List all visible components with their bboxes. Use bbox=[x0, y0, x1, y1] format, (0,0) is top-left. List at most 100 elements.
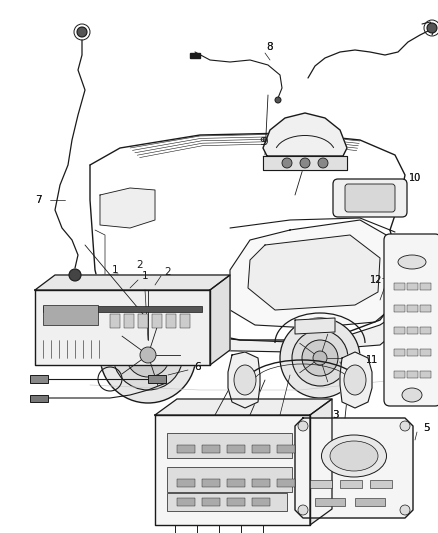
Bar bbox=[148, 375, 166, 383]
Bar bbox=[370, 480, 392, 488]
Polygon shape bbox=[340, 352, 372, 408]
Circle shape bbox=[400, 505, 410, 515]
Circle shape bbox=[282, 158, 292, 168]
Circle shape bbox=[69, 269, 81, 281]
Bar bbox=[407, 305, 418, 312]
Text: 11: 11 bbox=[366, 355, 378, 365]
Bar bbox=[315, 498, 345, 506]
Bar bbox=[227, 445, 245, 453]
Polygon shape bbox=[35, 275, 230, 290]
Polygon shape bbox=[263, 156, 347, 170]
Text: 1: 1 bbox=[141, 271, 148, 281]
Bar bbox=[407, 371, 418, 378]
Bar bbox=[177, 498, 195, 506]
Polygon shape bbox=[295, 318, 335, 334]
FancyBboxPatch shape bbox=[345, 184, 395, 212]
Circle shape bbox=[275, 97, 281, 103]
Bar bbox=[43, 306, 202, 312]
Polygon shape bbox=[310, 399, 332, 525]
Bar bbox=[138, 314, 148, 328]
Ellipse shape bbox=[234, 365, 256, 395]
Circle shape bbox=[300, 158, 310, 168]
Circle shape bbox=[427, 23, 437, 33]
Circle shape bbox=[140, 347, 156, 363]
Ellipse shape bbox=[321, 435, 386, 477]
Circle shape bbox=[126, 333, 170, 377]
Circle shape bbox=[400, 421, 410, 431]
Circle shape bbox=[313, 351, 327, 365]
Bar bbox=[202, 498, 220, 506]
Bar bbox=[177, 445, 195, 453]
Circle shape bbox=[292, 330, 348, 386]
Polygon shape bbox=[35, 290, 210, 365]
Bar bbox=[167, 433, 292, 458]
Bar bbox=[277, 479, 295, 487]
Bar bbox=[166, 314, 176, 328]
Polygon shape bbox=[230, 220, 400, 328]
Bar bbox=[227, 479, 245, 487]
FancyBboxPatch shape bbox=[333, 179, 407, 217]
Bar bbox=[355, 498, 385, 506]
Bar bbox=[167, 493, 287, 511]
Bar bbox=[394, 349, 405, 356]
Bar bbox=[394, 305, 405, 312]
Polygon shape bbox=[155, 415, 310, 525]
Circle shape bbox=[298, 505, 308, 515]
Text: 12: 12 bbox=[370, 275, 382, 285]
Text: 3: 3 bbox=[332, 410, 338, 420]
Circle shape bbox=[298, 421, 308, 431]
Bar bbox=[30, 395, 48, 402]
Text: 10: 10 bbox=[409, 173, 421, 183]
Bar bbox=[124, 314, 134, 328]
Polygon shape bbox=[263, 113, 347, 156]
Circle shape bbox=[318, 158, 328, 168]
Text: 9: 9 bbox=[261, 137, 268, 147]
Ellipse shape bbox=[402, 388, 422, 402]
Bar bbox=[420, 327, 431, 334]
Bar bbox=[177, 479, 195, 487]
Bar bbox=[252, 445, 270, 453]
Text: 9: 9 bbox=[260, 137, 266, 147]
Text: 7: 7 bbox=[35, 195, 41, 205]
Text: 3: 3 bbox=[332, 410, 338, 420]
Bar bbox=[420, 305, 431, 312]
Text: 6: 6 bbox=[194, 362, 201, 372]
Bar bbox=[167, 467, 292, 492]
Bar bbox=[420, 349, 431, 356]
Text: 12: 12 bbox=[370, 275, 382, 285]
Text: 6: 6 bbox=[194, 362, 201, 372]
Ellipse shape bbox=[330, 441, 378, 471]
Text: 8: 8 bbox=[267, 42, 273, 52]
Text: 2: 2 bbox=[165, 267, 171, 277]
Polygon shape bbox=[155, 399, 332, 415]
Ellipse shape bbox=[344, 365, 366, 395]
Circle shape bbox=[100, 307, 196, 403]
Text: 1: 1 bbox=[112, 265, 118, 275]
Text: 5: 5 bbox=[424, 423, 430, 433]
Text: 5: 5 bbox=[424, 423, 430, 433]
Text: 2: 2 bbox=[137, 260, 143, 270]
Bar bbox=[252, 498, 270, 506]
Bar bbox=[30, 375, 48, 383]
Polygon shape bbox=[295, 418, 413, 518]
Bar bbox=[310, 480, 332, 488]
Bar bbox=[407, 327, 418, 334]
Bar bbox=[340, 480, 362, 488]
Bar bbox=[252, 479, 270, 487]
Bar bbox=[180, 314, 190, 328]
Bar bbox=[407, 349, 418, 356]
Polygon shape bbox=[210, 275, 230, 365]
Bar bbox=[110, 314, 120, 328]
Polygon shape bbox=[248, 235, 380, 310]
Polygon shape bbox=[228, 352, 260, 408]
Bar bbox=[407, 283, 418, 290]
Text: 7: 7 bbox=[35, 195, 41, 205]
Bar bbox=[420, 371, 431, 378]
Bar bbox=[227, 498, 245, 506]
Circle shape bbox=[77, 27, 87, 37]
Bar bbox=[190, 53, 200, 58]
Circle shape bbox=[113, 320, 183, 390]
Polygon shape bbox=[100, 315, 398, 352]
Bar bbox=[152, 314, 162, 328]
Circle shape bbox=[280, 318, 360, 398]
